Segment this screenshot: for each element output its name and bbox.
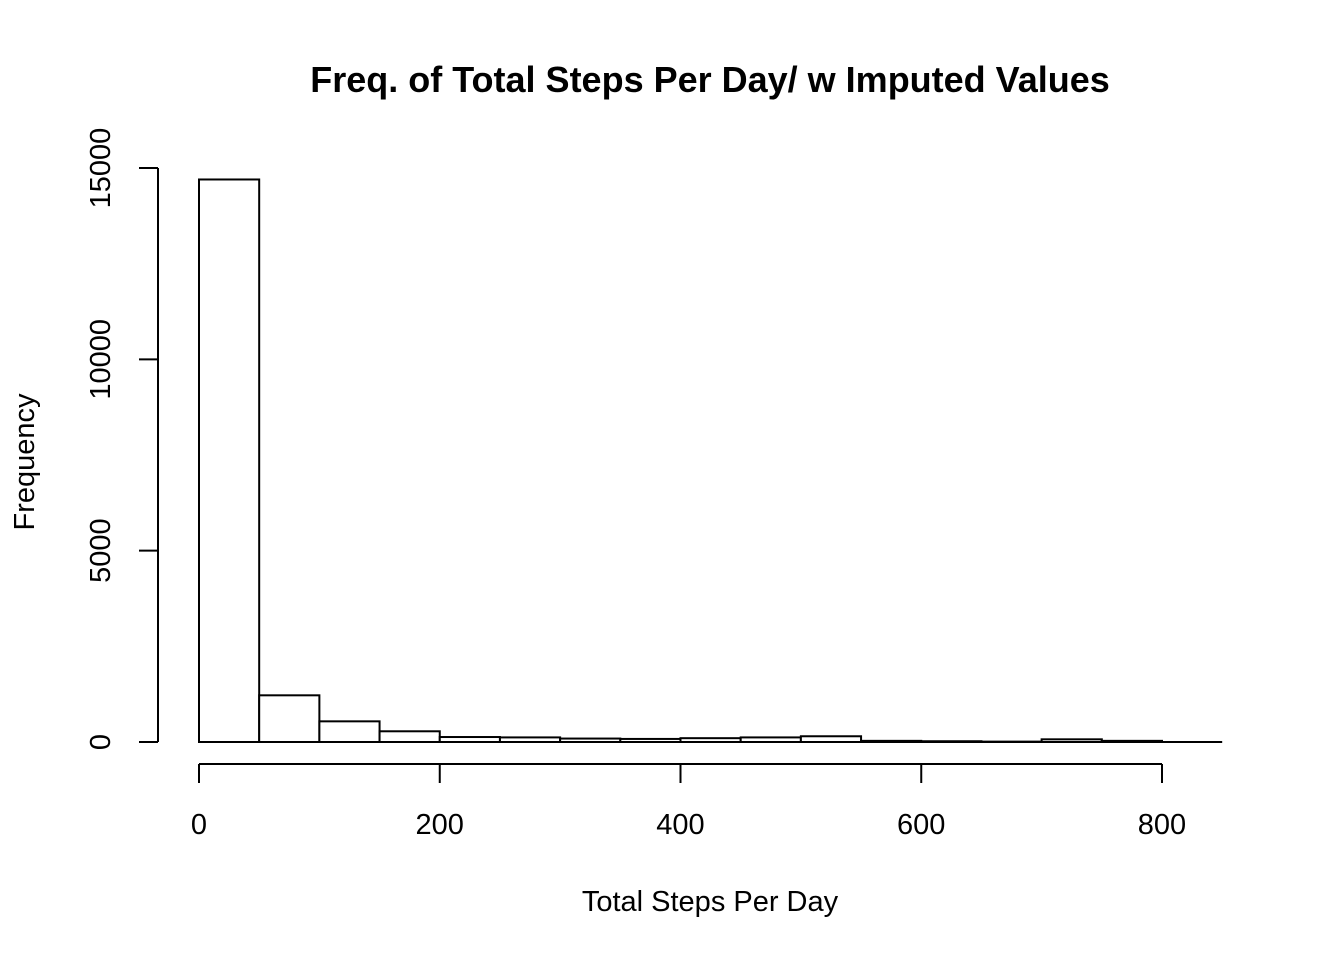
histogram-bar-0: [198, 178, 261, 744]
histogram-bars: [198, 178, 1163, 744]
y-tick-label-2: 10000: [85, 319, 117, 400]
y-tick-label-0: 0: [85, 734, 117, 750]
chart-title: Freq. of Total Steps Per Day/ w Imputed …: [310, 59, 1110, 100]
histogram-bar-1: [258, 694, 321, 743]
x-tick-label-4: 800: [1138, 809, 1186, 841]
histogram-bar-3: [378, 730, 441, 744]
x-tick-label-0: 0: [191, 809, 207, 841]
x-tick-label-3: 600: [897, 809, 945, 841]
x-tick-label-2: 400: [656, 809, 704, 841]
y-axis: 0 5000 10000 15000: [85, 128, 159, 750]
y-tick-label-3: 15000: [85, 128, 117, 209]
x-axis-label: Total Steps Per Day: [582, 886, 839, 918]
x-axis: 0 200 400 600 800: [191, 763, 1186, 841]
y-tick-label-1: 5000: [85, 518, 117, 583]
histogram-bar-2: [318, 720, 381, 743]
y-axis-label: Frequency: [9, 393, 41, 531]
x-tick-label-1: 200: [416, 809, 464, 841]
